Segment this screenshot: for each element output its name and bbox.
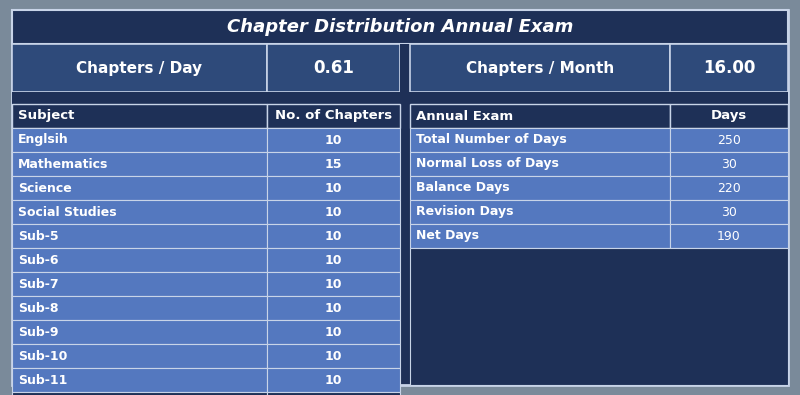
Text: Revision Days: Revision Days	[416, 205, 514, 218]
FancyBboxPatch shape	[670, 200, 788, 224]
Text: 30: 30	[721, 158, 737, 171]
FancyBboxPatch shape	[267, 320, 400, 344]
Text: Mathematics: Mathematics	[18, 158, 108, 171]
Text: 220: 220	[717, 181, 741, 194]
FancyBboxPatch shape	[267, 368, 400, 392]
FancyBboxPatch shape	[12, 92, 788, 104]
FancyBboxPatch shape	[410, 224, 670, 248]
FancyBboxPatch shape	[12, 392, 267, 395]
FancyBboxPatch shape	[670, 128, 788, 152]
Text: Days: Days	[711, 109, 747, 122]
FancyBboxPatch shape	[12, 128, 267, 152]
Text: Net Days: Net Days	[416, 229, 479, 243]
Text: Sub-5: Sub-5	[18, 229, 58, 243]
FancyBboxPatch shape	[267, 200, 400, 224]
FancyBboxPatch shape	[410, 152, 670, 176]
Text: Chapters / Day: Chapters / Day	[77, 60, 202, 75]
FancyBboxPatch shape	[267, 272, 400, 296]
Text: 10: 10	[325, 134, 342, 147]
Text: Sub-8: Sub-8	[18, 301, 58, 314]
FancyBboxPatch shape	[410, 200, 670, 224]
FancyBboxPatch shape	[12, 344, 267, 368]
FancyBboxPatch shape	[410, 104, 670, 128]
Text: Normal Loss of Days: Normal Loss of Days	[416, 158, 559, 171]
FancyBboxPatch shape	[12, 176, 267, 200]
FancyBboxPatch shape	[12, 296, 267, 320]
Text: Subject: Subject	[18, 109, 74, 122]
FancyBboxPatch shape	[400, 44, 410, 92]
Text: Sub-11: Sub-11	[18, 374, 67, 386]
FancyBboxPatch shape	[267, 128, 400, 152]
FancyBboxPatch shape	[410, 128, 670, 152]
Text: Annual Exam: Annual Exam	[416, 109, 513, 122]
Text: Chapter Distribution Annual Exam: Chapter Distribution Annual Exam	[227, 18, 573, 36]
Text: 10: 10	[325, 374, 342, 386]
Text: Social Studies: Social Studies	[18, 205, 117, 218]
Text: Balance Days: Balance Days	[416, 181, 510, 194]
FancyBboxPatch shape	[12, 152, 267, 176]
Text: Sub-9: Sub-9	[18, 325, 58, 339]
Text: 30: 30	[721, 205, 737, 218]
Text: Science: Science	[18, 181, 72, 194]
FancyBboxPatch shape	[670, 224, 788, 248]
Text: 10: 10	[325, 254, 342, 267]
FancyBboxPatch shape	[267, 224, 400, 248]
Text: 10: 10	[325, 325, 342, 339]
Text: 16.00: 16.00	[703, 59, 755, 77]
Text: 10: 10	[325, 350, 342, 363]
FancyBboxPatch shape	[410, 248, 788, 385]
FancyBboxPatch shape	[12, 320, 267, 344]
Text: 10: 10	[325, 229, 342, 243]
Text: 10: 10	[325, 301, 342, 314]
Text: No. of Chapters: No. of Chapters	[275, 109, 392, 122]
FancyBboxPatch shape	[267, 296, 400, 320]
FancyBboxPatch shape	[670, 44, 788, 92]
Text: Total Number of Days: Total Number of Days	[416, 134, 566, 147]
FancyBboxPatch shape	[267, 344, 400, 368]
Text: Sub-6: Sub-6	[18, 254, 58, 267]
Text: 15: 15	[325, 158, 342, 171]
Text: Chapters / Month: Chapters / Month	[466, 60, 614, 75]
Text: 10: 10	[325, 181, 342, 194]
Text: Englsih: Englsih	[18, 134, 69, 147]
FancyBboxPatch shape	[670, 104, 788, 128]
FancyBboxPatch shape	[267, 104, 400, 128]
FancyBboxPatch shape	[12, 44, 267, 92]
FancyBboxPatch shape	[410, 44, 670, 92]
FancyBboxPatch shape	[12, 104, 267, 128]
FancyBboxPatch shape	[267, 44, 400, 92]
FancyBboxPatch shape	[12, 272, 267, 296]
Text: Sub-10: Sub-10	[18, 350, 67, 363]
FancyBboxPatch shape	[410, 176, 670, 200]
FancyBboxPatch shape	[267, 152, 400, 176]
Text: 10: 10	[325, 278, 342, 290]
FancyBboxPatch shape	[267, 176, 400, 200]
Text: 190: 190	[717, 229, 741, 243]
FancyBboxPatch shape	[12, 10, 788, 385]
FancyBboxPatch shape	[12, 10, 788, 44]
Text: Sub-7: Sub-7	[18, 278, 58, 290]
FancyBboxPatch shape	[670, 152, 788, 176]
FancyBboxPatch shape	[670, 176, 788, 200]
Text: 10: 10	[325, 205, 342, 218]
FancyBboxPatch shape	[12, 368, 267, 392]
FancyBboxPatch shape	[267, 392, 400, 395]
FancyBboxPatch shape	[12, 224, 267, 248]
FancyBboxPatch shape	[267, 248, 400, 272]
FancyBboxPatch shape	[12, 248, 267, 272]
Text: 0.61: 0.61	[313, 59, 354, 77]
FancyBboxPatch shape	[12, 200, 267, 224]
Text: 250: 250	[717, 134, 741, 147]
